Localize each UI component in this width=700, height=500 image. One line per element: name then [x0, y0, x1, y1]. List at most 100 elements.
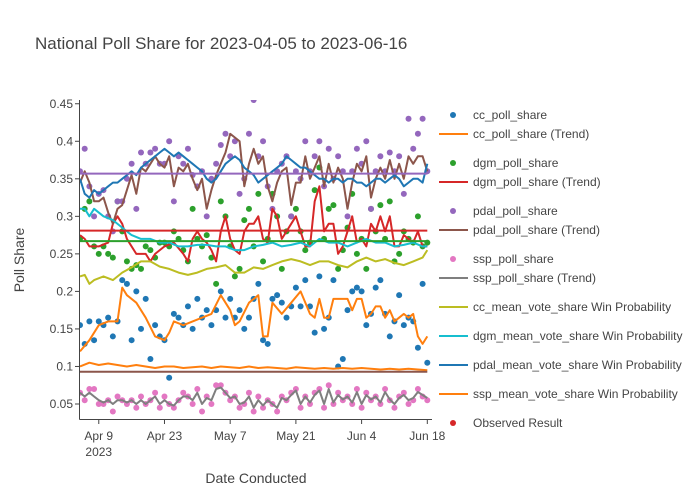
pdal-poll-share-point — [114, 198, 121, 205]
pdal-poll-share-point — [260, 138, 267, 145]
dgm-poll-share-point — [203, 232, 210, 239]
ssp-poll-share-point — [152, 389, 159, 396]
ssp-poll-share-point — [335, 389, 342, 396]
cc-poll-share-point — [175, 314, 182, 321]
dgm-poll-share-point — [241, 217, 248, 224]
cc-poll-share-point — [330, 277, 337, 284]
cc-poll-share-point — [260, 337, 267, 344]
legend: cc_poll_share cc_poll_share (Trend) dgm_po… — [439, 108, 682, 430]
y-tick-label: 0.45 — [50, 97, 74, 111]
cc-poll-share-point — [170, 310, 177, 317]
ssp-poll-share-point — [236, 404, 243, 411]
pdal-poll-share-point — [288, 213, 295, 220]
cc-poll-share-point — [91, 337, 98, 344]
legend-marker — [450, 160, 456, 166]
cc-poll-share-point — [339, 355, 346, 362]
ssp-poll-share-point — [400, 389, 407, 396]
cc-poll-share-point — [292, 284, 299, 291]
ssp-poll-share-point — [199, 408, 206, 415]
legend-label: Observed Result — [473, 416, 563, 430]
legend-item-pdal-poll-share: pdal_poll_share — [450, 204, 558, 218]
dgm-poll-share-point — [231, 273, 238, 280]
cc-poll-share-point — [128, 337, 135, 344]
legend-label: dgm_mean_vote_share Win Probability — [473, 329, 682, 343]
cc-poll-share-point — [80, 322, 83, 329]
x-tick-label: May 21 — [276, 429, 316, 443]
ssp-poll-share-point — [217, 382, 224, 389]
cc-poll-share-point — [363, 322, 370, 329]
ssp-poll-share-point — [405, 400, 412, 407]
x-tick-label: Jun 18 — [409, 429, 445, 443]
ssp-poll-share-point — [377, 400, 384, 407]
legend-item-cc-mean-vote-share-win-probability: cc_mean_vote_share Win Probability — [439, 300, 671, 314]
dgm-poll-share-point — [138, 265, 145, 272]
legend-marker — [450, 256, 456, 262]
dgm-poll-share-point — [414, 213, 421, 220]
cc-mean-vote-share-win-probability-line — [80, 249, 429, 285]
chart-title: National Poll Share for 2023-04-05 to 20… — [35, 34, 408, 53]
cc-poll-share-point — [95, 318, 102, 325]
legend-item-cc-poll-share-trend: cc_poll_share (Trend) — [439, 127, 589, 141]
cc-poll-share-point — [419, 280, 426, 287]
cc-poll-share-point — [311, 329, 318, 336]
dgm-poll-share-point — [377, 202, 384, 209]
cc-poll-share-point — [274, 292, 281, 299]
ssp-poll-share-point — [227, 397, 234, 404]
dgm-poll-share-point — [255, 190, 262, 197]
cc-poll-share-point — [119, 277, 126, 284]
pdal-poll-share-point — [396, 153, 403, 160]
ssp-poll-share-point — [245, 389, 252, 396]
cc-poll-share-point — [133, 288, 140, 295]
ssp-poll-share-point — [260, 404, 267, 411]
cc-poll-share-point — [147, 355, 154, 362]
cc-poll-share-point — [245, 314, 252, 321]
ssp-poll-share-point — [316, 385, 323, 392]
cc-poll-share-point — [166, 374, 173, 381]
pdal-poll-share-point — [81, 145, 88, 152]
dgm-poll-share-point — [325, 205, 332, 212]
pdal-poll-share-point — [222, 130, 229, 137]
ssp-poll-share-point — [189, 400, 196, 407]
ssp-poll-share-point — [213, 382, 220, 389]
ssp-poll-share-point — [292, 385, 299, 392]
legend-item-dgm-poll-share-trend: dgm_poll_share (Trend) — [439, 175, 601, 189]
legend-label: ssp_mean_vote_share Win Probability — [473, 387, 678, 401]
legend-item-pdal-poll-share-trend: pdal_poll_share (Trend) — [439, 223, 600, 237]
pdal-poll-share-point — [236, 190, 243, 197]
pdal-poll-share-point — [250, 100, 257, 103]
pdal-poll-share-point — [184, 145, 191, 152]
pdal-poll-share-point — [217, 142, 224, 149]
dgm-poll-share-point — [105, 250, 112, 257]
cc-poll-share-point — [386, 333, 393, 340]
cc-poll-share-trend-line — [80, 286, 429, 353]
cc-poll-share-point — [184, 303, 191, 310]
legend-item-dgm-mean-vote-share-win-probability: dgm_mean_vote_share Win Probability — [439, 329, 682, 343]
pdal-poll-share-point — [138, 149, 145, 156]
cc-poll-share-point — [349, 288, 356, 295]
cc-poll-share-point — [152, 322, 159, 329]
legend-marker — [450, 208, 456, 214]
ssp-poll-share-point — [414, 385, 421, 392]
dgm-poll-share-point — [311, 187, 318, 194]
ssp-poll-share-point — [325, 382, 332, 389]
ssp-poll-share-trend-line — [80, 386, 428, 409]
pdal-poll-share-point — [166, 138, 173, 145]
ssp-poll-share-point — [170, 404, 177, 411]
cc-poll-share-point — [344, 307, 351, 314]
pdal-poll-share-point — [344, 213, 351, 220]
cc-poll-share-point — [283, 314, 290, 321]
pdal-poll-share-point — [147, 149, 154, 156]
cc-poll-share-point — [400, 322, 407, 329]
y-tick-label: 0.3 — [56, 209, 73, 223]
y-tick-label: 0.35 — [50, 172, 74, 186]
cc-poll-share-point — [358, 288, 365, 295]
cc-poll-share-point — [208, 322, 215, 329]
cc-poll-share-point — [264, 340, 271, 347]
cc-poll-share-point — [203, 307, 210, 314]
ssp-poll-share-point — [109, 408, 116, 415]
pdal-poll-share-point — [203, 213, 210, 220]
ssp-poll-share-point — [95, 400, 102, 407]
ssp-poll-share-point — [156, 404, 163, 411]
legend-item-pdal-mean-vote-share-win-probability: pdal_mean_vote_share Win Probability — [439, 358, 682, 372]
cc-poll-share-point — [236, 307, 243, 314]
